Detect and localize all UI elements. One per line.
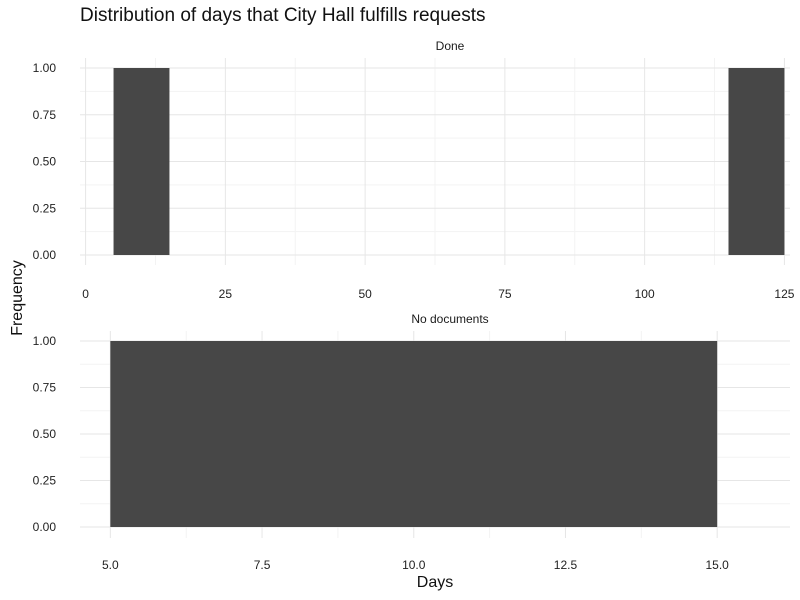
- facet-strip-label: No documents: [411, 312, 488, 326]
- y-tick-label: 0.50: [33, 427, 57, 441]
- histogram-bar: [728, 68, 785, 255]
- y-tick-label: 0.00: [33, 248, 57, 262]
- y-tick-label: 0.25: [33, 201, 57, 215]
- y-tick-label: 0.75: [33, 108, 57, 122]
- x-tick-label: 10.0: [402, 558, 426, 572]
- x-tick-label: 125: [774, 287, 794, 301]
- facet-strip-label: Done: [436, 39, 465, 53]
- y-tick-label: 1.00: [33, 61, 57, 75]
- x-tick-label: 5.0: [102, 558, 119, 572]
- chart-title: Distribution of days that City Hall fulf…: [80, 5, 486, 26]
- y-tick-label: 0.25: [33, 474, 57, 488]
- y-tick-label: 0.50: [33, 155, 57, 169]
- x-axis-label: Days: [416, 574, 454, 591]
- x-tick-label: 15.0: [705, 558, 729, 572]
- x-tick-label: 75: [498, 287, 512, 301]
- x-tick-label: 25: [219, 287, 233, 301]
- x-tick-label: 12.5: [554, 558, 578, 572]
- x-tick-label: 7.5: [254, 558, 271, 572]
- histogram-bar: [113, 68, 170, 255]
- y-tick-label: 0.00: [33, 520, 57, 534]
- x-tick-label: 50: [358, 287, 372, 301]
- y-tick-label: 0.75: [33, 381, 57, 395]
- x-tick-label: 100: [635, 287, 655, 301]
- y-tick-label: 1.00: [33, 334, 57, 348]
- histogram-bar: [110, 341, 718, 527]
- x-tick-label: 0: [82, 287, 89, 301]
